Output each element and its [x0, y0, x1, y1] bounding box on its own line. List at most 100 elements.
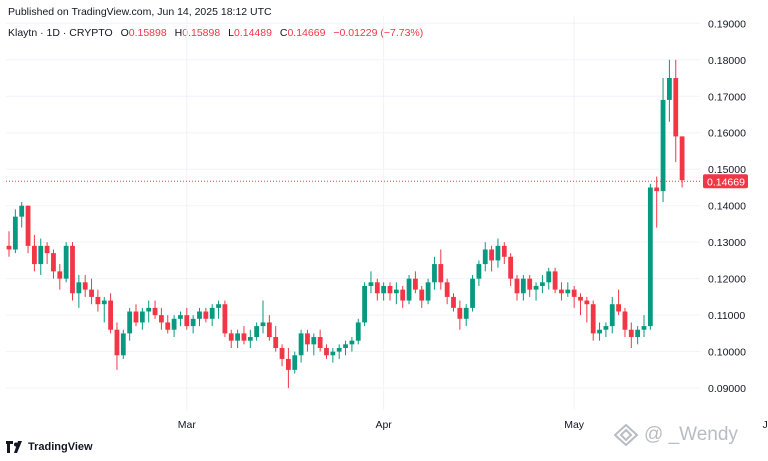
candle [63, 242, 69, 283]
candle-body [489, 249, 494, 261]
high-value: 0.15898 [182, 27, 221, 39]
candle [273, 326, 279, 352]
candle-body [108, 300, 113, 330]
candle-body [101, 300, 107, 305]
candle [343, 340, 348, 356]
open-value: 0.15898 [128, 27, 167, 39]
candle-body [159, 315, 164, 323]
candle [540, 275, 545, 294]
y-tick-label: 0.15000 [708, 164, 746, 176]
candle-body [165, 322, 171, 330]
y-tick-label: 0.10000 [708, 347, 746, 359]
candle-body [139, 311, 145, 323]
tradingview-brand[interactable]: TradingView [6, 441, 93, 453]
candle-body [311, 337, 317, 345]
candle [254, 322, 260, 341]
candle-body [247, 337, 253, 341]
candle-body [476, 264, 482, 279]
candle [146, 300, 152, 323]
candle-body [197, 311, 202, 319]
candle-body [25, 205, 31, 246]
candle-body [146, 307, 152, 312]
candle [298, 329, 304, 363]
candle-body [425, 282, 431, 301]
candle-body [32, 245, 37, 265]
candle [25, 205, 31, 254]
candle-body [82, 282, 88, 290]
candle [635, 326, 641, 345]
candle-body [641, 326, 647, 330]
candle [51, 249, 56, 279]
candle-body [317, 337, 323, 348]
candle [336, 344, 342, 359]
candle [578, 293, 583, 316]
candle-body [387, 285, 393, 294]
y-tick-label: 0.14000 [708, 201, 746, 213]
candle-body [508, 256, 514, 279]
ohlc-legend: Klaytn · 1D · CRYPTO O0.15898 H0.15898 L… [8, 27, 423, 39]
candle [527, 275, 533, 297]
candle [451, 293, 456, 312]
candle [44, 242, 50, 265]
candles-layer [6, 59, 685, 389]
candle [330, 347, 336, 363]
candle-body [667, 78, 672, 100]
candle [6, 231, 12, 257]
candle-body [305, 333, 310, 345]
candle [476, 260, 482, 286]
candle-body [286, 358, 291, 370]
candle [305, 329, 310, 352]
published-header: Published on TradingView.com, Jun 14, 20… [8, 6, 272, 18]
candle-body [336, 347, 342, 352]
candle [127, 307, 133, 341]
candle-body [89, 289, 94, 297]
candle [184, 307, 190, 330]
candle-body [501, 245, 507, 257]
candle-body [63, 245, 69, 279]
candle-body [19, 205, 25, 217]
candle [673, 59, 679, 162]
candle [324, 344, 329, 359]
watermark-text: @ _Wendy [644, 424, 738, 445]
candle [76, 275, 82, 308]
candle [552, 267, 558, 294]
candle-body [368, 282, 374, 286]
candle-body [216, 304, 221, 308]
candle-body [552, 271, 558, 290]
candle-body [349, 340, 355, 345]
candle [463, 304, 469, 327]
candle [533, 282, 539, 301]
candle-body [273, 337, 279, 348]
candle-body [292, 355, 298, 370]
candle-body [432, 264, 437, 283]
candle [216, 300, 221, 319]
candle [457, 300, 463, 330]
candle [546, 267, 552, 290]
candle [355, 318, 361, 345]
candle [501, 242, 507, 265]
candle-body [209, 307, 215, 319]
candle-body [457, 307, 463, 319]
candle-body [413, 278, 418, 290]
candle-body [463, 307, 469, 319]
candle [114, 322, 120, 370]
candle [203, 307, 209, 323]
candle [279, 344, 285, 367]
candle [57, 264, 63, 290]
chart-grid [6, 16, 700, 410]
candle [482, 242, 488, 272]
change-value: −0.01229 (−7.73%) [333, 27, 424, 39]
candle [565, 282, 571, 297]
candle [120, 329, 126, 359]
diamond-logo-icon [614, 424, 638, 446]
candle [32, 234, 37, 272]
close-value: 0.14669 [287, 27, 326, 39]
candle [444, 278, 450, 305]
candle [266, 315, 272, 341]
candle [228, 329, 234, 348]
candle-body [266, 322, 272, 338]
candle-body [527, 278, 533, 290]
candle-body [171, 318, 177, 330]
candle-body [546, 271, 552, 283]
